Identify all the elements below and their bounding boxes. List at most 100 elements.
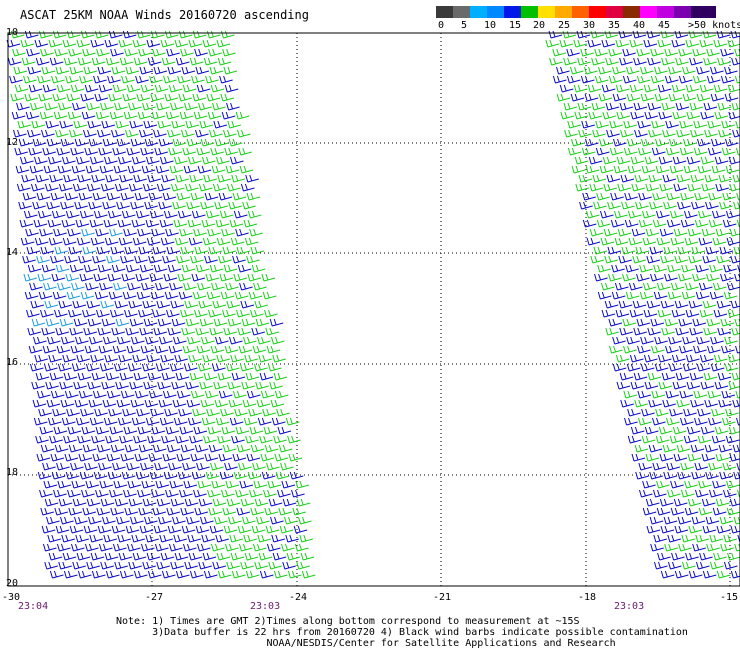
wind-barb (179, 228, 193, 237)
wind-barb (616, 156, 631, 165)
wind-barb (78, 453, 93, 462)
wind-barb (644, 156, 659, 165)
wind-barb (695, 489, 709, 498)
wind-barb (673, 453, 688, 462)
wind-barb (585, 210, 600, 219)
wind-barb (202, 552, 217, 561)
wind-barb (211, 282, 225, 291)
wind-barb (132, 237, 147, 246)
wind-barb (83, 264, 98, 273)
wind-barb (233, 210, 248, 219)
wind-barb (692, 543, 706, 552)
wind-barb (212, 498, 227, 507)
wind-barb (296, 561, 310, 570)
wind-barb (202, 39, 217, 48)
wind-barb (54, 309, 68, 318)
wind-barb (660, 525, 675, 534)
wind-barb (209, 327, 223, 336)
wind-barb (720, 543, 734, 552)
wind-barb (219, 273, 234, 282)
wind-barb (733, 471, 740, 480)
wind-barb (595, 147, 610, 156)
wind-barb (730, 570, 740, 579)
wind-barb (53, 111, 68, 120)
wind-barb (166, 507, 180, 516)
wind-barb (232, 453, 247, 462)
wind-barb (62, 237, 77, 246)
wind-barb (124, 246, 139, 255)
wind-barb (72, 102, 86, 111)
wind-barb (171, 120, 186, 129)
wind-barb (179, 111, 194, 120)
wind-barb (709, 489, 723, 498)
wind-barb (255, 318, 270, 327)
wind-barb (46, 138, 61, 147)
wind-barb (604, 30, 619, 39)
wind-barb (671, 84, 686, 93)
wind-barb (196, 147, 210, 156)
wind-barb (127, 165, 142, 174)
wind-barb (18, 138, 33, 147)
wind-barb (668, 93, 683, 102)
wind-barb (237, 327, 251, 336)
wind-barb (138, 309, 152, 318)
legend-swatch (640, 6, 657, 18)
wind-barb (681, 561, 696, 570)
wind-barb (657, 84, 672, 93)
wind-barb (46, 201, 60, 210)
wind-barb (692, 273, 706, 282)
wind-barb (249, 489, 263, 498)
wind-barb (91, 174, 105, 183)
wind-barb (173, 534, 187, 543)
wind-barb (630, 156, 645, 165)
wind-barb (51, 210, 66, 219)
wind-barb (159, 219, 174, 228)
wind-barb (696, 66, 710, 75)
wind-barb (646, 525, 661, 534)
wind-barb (725, 408, 739, 417)
wind-barb (664, 318, 679, 327)
wind-barb (598, 93, 613, 102)
wind-barb (153, 264, 168, 273)
wind-barb (659, 453, 674, 462)
wind-barb (729, 453, 740, 462)
wind-barb (612, 336, 626, 345)
wind-barb (732, 399, 740, 408)
wind-barb (280, 543, 295, 552)
wind-barb (675, 327, 689, 336)
wind-barb (701, 498, 716, 507)
wind-barb (637, 345, 651, 354)
wind-barb (287, 570, 302, 579)
wind-barb (274, 390, 289, 399)
wind-barb (687, 228, 702, 237)
wind-barb (676, 399, 690, 408)
wind-barb (689, 102, 704, 111)
wind-barb (269, 318, 284, 327)
wind-barb (111, 129, 125, 138)
wind-barb (674, 30, 689, 39)
wind-barb (52, 408, 66, 417)
wind-barb (172, 399, 187, 408)
wind-barb (676, 174, 691, 183)
wind-barb (714, 381, 729, 390)
wind-barb (685, 552, 699, 561)
wind-barb (239, 282, 253, 291)
wind-barb (51, 75, 65, 84)
wind-barb (634, 174, 649, 183)
wind-barb (182, 84, 197, 93)
wind-barb (116, 138, 131, 147)
legend-label-30: 30 (583, 20, 596, 31)
wind-barb (152, 309, 166, 318)
wind-barb (53, 228, 67, 237)
wind-barb (214, 138, 229, 147)
wind-barb (207, 228, 221, 237)
wind-barb (720, 318, 735, 327)
wind-barb (82, 507, 96, 516)
wind-barb (128, 102, 142, 111)
wind-barb (222, 507, 236, 516)
wind-barb (215, 417, 230, 426)
wind-barb (60, 138, 75, 147)
wind-barb (719, 246, 734, 255)
wind-barb (222, 246, 237, 255)
wind-barb (156, 183, 171, 192)
